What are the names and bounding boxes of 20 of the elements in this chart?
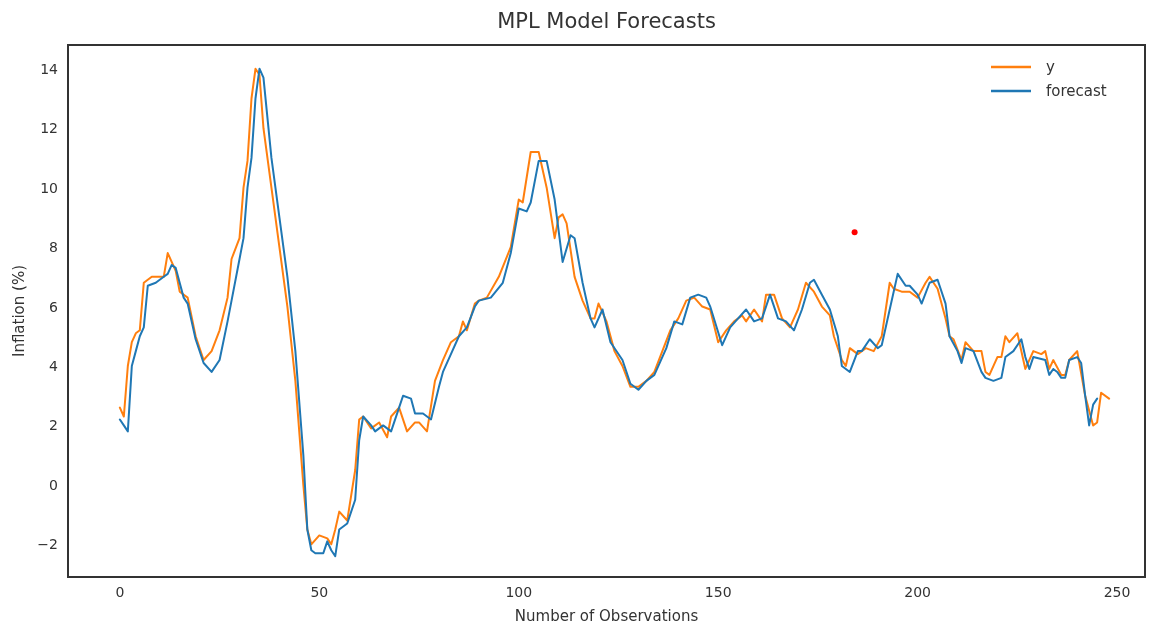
x-axis-title: Number of Observations [514,607,699,625]
x-tick-label: 0 [115,584,125,600]
legend-label: forecast [1046,82,1107,100]
x-tick-label: 50 [310,584,329,600]
y-tick-label: 12 [40,120,58,137]
y-axis-title: Inflation (%) [10,264,28,358]
chart-title: MPL Model Forecasts [497,9,716,33]
y-tick-label: 4 [49,357,59,374]
legend-label: y [1046,58,1055,76]
x-tick-label: 100 [505,584,533,600]
y-tick-label: 0 [49,476,58,493]
y-tick-label: 14 [40,60,59,77]
y-tick-label: 6 [49,298,59,315]
y-tick-label: 2 [49,417,58,434]
x-tick-label: 150 [704,584,732,600]
y-tick-label: 8 [49,239,58,256]
x-tick-label: 200 [904,584,931,600]
y-tick-label: −2 [37,536,58,553]
y-tick-label: 10 [40,179,58,196]
x-tick-label: 250 [1103,584,1131,600]
